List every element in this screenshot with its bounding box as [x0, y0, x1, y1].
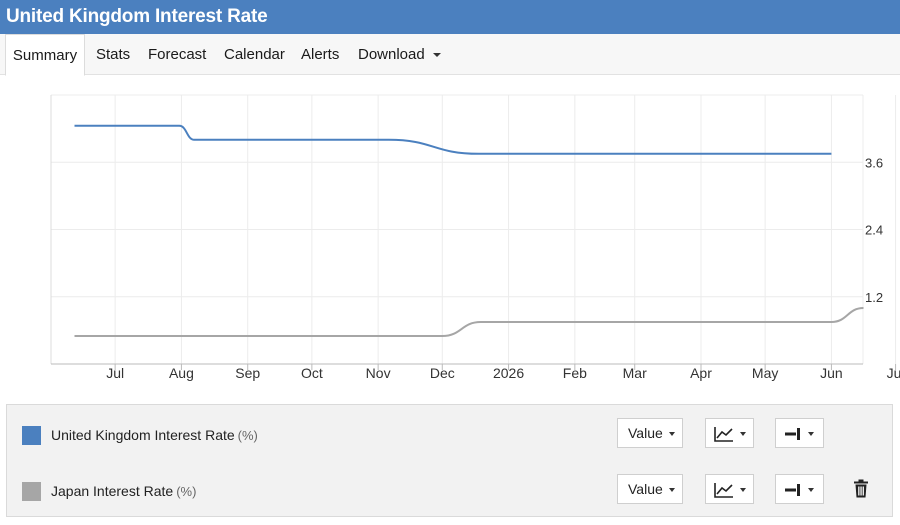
- chart-svg: 3.6 2.4 1.2 Jul Aug Sep Oct Nov Dec 2026 Feb Mar Ap…: [50, 94, 900, 381]
- y-tick-label: 2.4: [865, 223, 883, 238]
- chevron-down-icon: [808, 432, 814, 437]
- value-dropdown[interactable]: Value: [617, 474, 683, 504]
- tab-stats[interactable]: Stats: [96, 46, 131, 63]
- x-axis: Jul Aug Sep Oct Nov Dec 2026 Feb Mar Apr May Jun Jul: [106, 364, 900, 381]
- y-tick-label: 3.6: [865, 155, 883, 170]
- axis-dropdown[interactable]: [775, 418, 824, 448]
- chart-grid: [50, 94, 897, 365]
- x-tick-label: Jun: [820, 365, 843, 381]
- x-tick-label: Aug: [169, 365, 194, 381]
- series-name: United Kingdom Interest Rate: [51, 427, 235, 443]
- series-color-swatch[interactable]: [22, 482, 41, 501]
- chart-type-dropdown[interactable]: [705, 418, 754, 448]
- series-name: Japan Interest Rate: [51, 483, 174, 499]
- axis-right-icon: [785, 428, 800, 441]
- value-dropdown[interactable]: Value: [617, 418, 683, 448]
- chevron-down-icon: [432, 53, 441, 58]
- line-chart-icon: [714, 427, 733, 443]
- axis-dropdown[interactable]: [775, 474, 824, 504]
- chevron-down-icon: [740, 488, 746, 493]
- legend-row-japan: Japan Interest Rate (%) Value: [7, 461, 894, 517]
- series-color-swatch[interactable]: [22, 426, 41, 445]
- x-tick-label: 2026: [493, 365, 524, 381]
- chevron-down-icon: [808, 488, 814, 493]
- page-title: United Kingdom Interest Rate: [6, 6, 268, 27]
- x-tick-label: Dec: [430, 365, 455, 381]
- series-unit: (%): [176, 484, 197, 499]
- y-axis: 3.6 2.4 1.2: [865, 155, 883, 305]
- x-tick-label: Mar: [623, 365, 647, 381]
- tab-alerts[interactable]: Alerts: [301, 46, 340, 63]
- value-dropdown-label: Value: [628, 425, 663, 441]
- title-bar: United Kingdom Interest Rate: [0, 0, 900, 34]
- delete-series-button[interactable]: [853, 479, 869, 503]
- axis-right-icon: [785, 484, 800, 497]
- line-chart-icon: [714, 483, 733, 499]
- x-tick-label: Jul: [106, 365, 124, 381]
- x-tick-label: Sep: [235, 365, 260, 381]
- chart-type-dropdown[interactable]: [705, 474, 754, 504]
- chevron-down-icon: [668, 432, 675, 437]
- x-tick-label: May: [752, 365, 778, 381]
- value-dropdown-label: Value: [628, 481, 663, 497]
- series-line-uk: [74, 124, 832, 155]
- series-unit: (%): [237, 428, 258, 443]
- chevron-down-icon: [740, 432, 746, 437]
- series-line-japan: [74, 307, 864, 337]
- legend-row-uk: United Kingdom Interest Rate (%) Value: [7, 405, 894, 461]
- chevron-down-icon: [668, 488, 675, 493]
- x-tick-label: Apr: [690, 365, 712, 381]
- y-tick-label: 1.2: [865, 290, 883, 305]
- tab-summary[interactable]: Summary: [5, 34, 85, 76]
- tab-forecast[interactable]: Forecast: [148, 46, 207, 63]
- tab-download-label: Download: [358, 46, 425, 63]
- chart-lines: [74, 124, 864, 337]
- x-tick-label: Feb: [563, 365, 587, 381]
- tab-bar: Summary Stats Forecast Calendar Alerts D…: [0, 34, 900, 76]
- trash-icon: [854, 479, 868, 498]
- legend-panel: United Kingdom Interest Rate (%) Value Ja…: [6, 404, 893, 517]
- x-tick-label: Oct: [301, 365, 323, 381]
- x-tick-label: Nov: [366, 365, 391, 381]
- series-label: Japan Interest Rate (%): [51, 483, 196, 499]
- chart: 3.6 2.4 1.2 Jul Aug Sep Oct Nov Dec 2026 Feb Mar Ap…: [0, 76, 900, 402]
- tab-calendar[interactable]: Calendar: [224, 46, 285, 63]
- tab-download[interactable]: Download: [358, 34, 441, 75]
- x-tick-label: Jul: [887, 365, 900, 381]
- series-label: United Kingdom Interest Rate (%): [51, 427, 258, 443]
